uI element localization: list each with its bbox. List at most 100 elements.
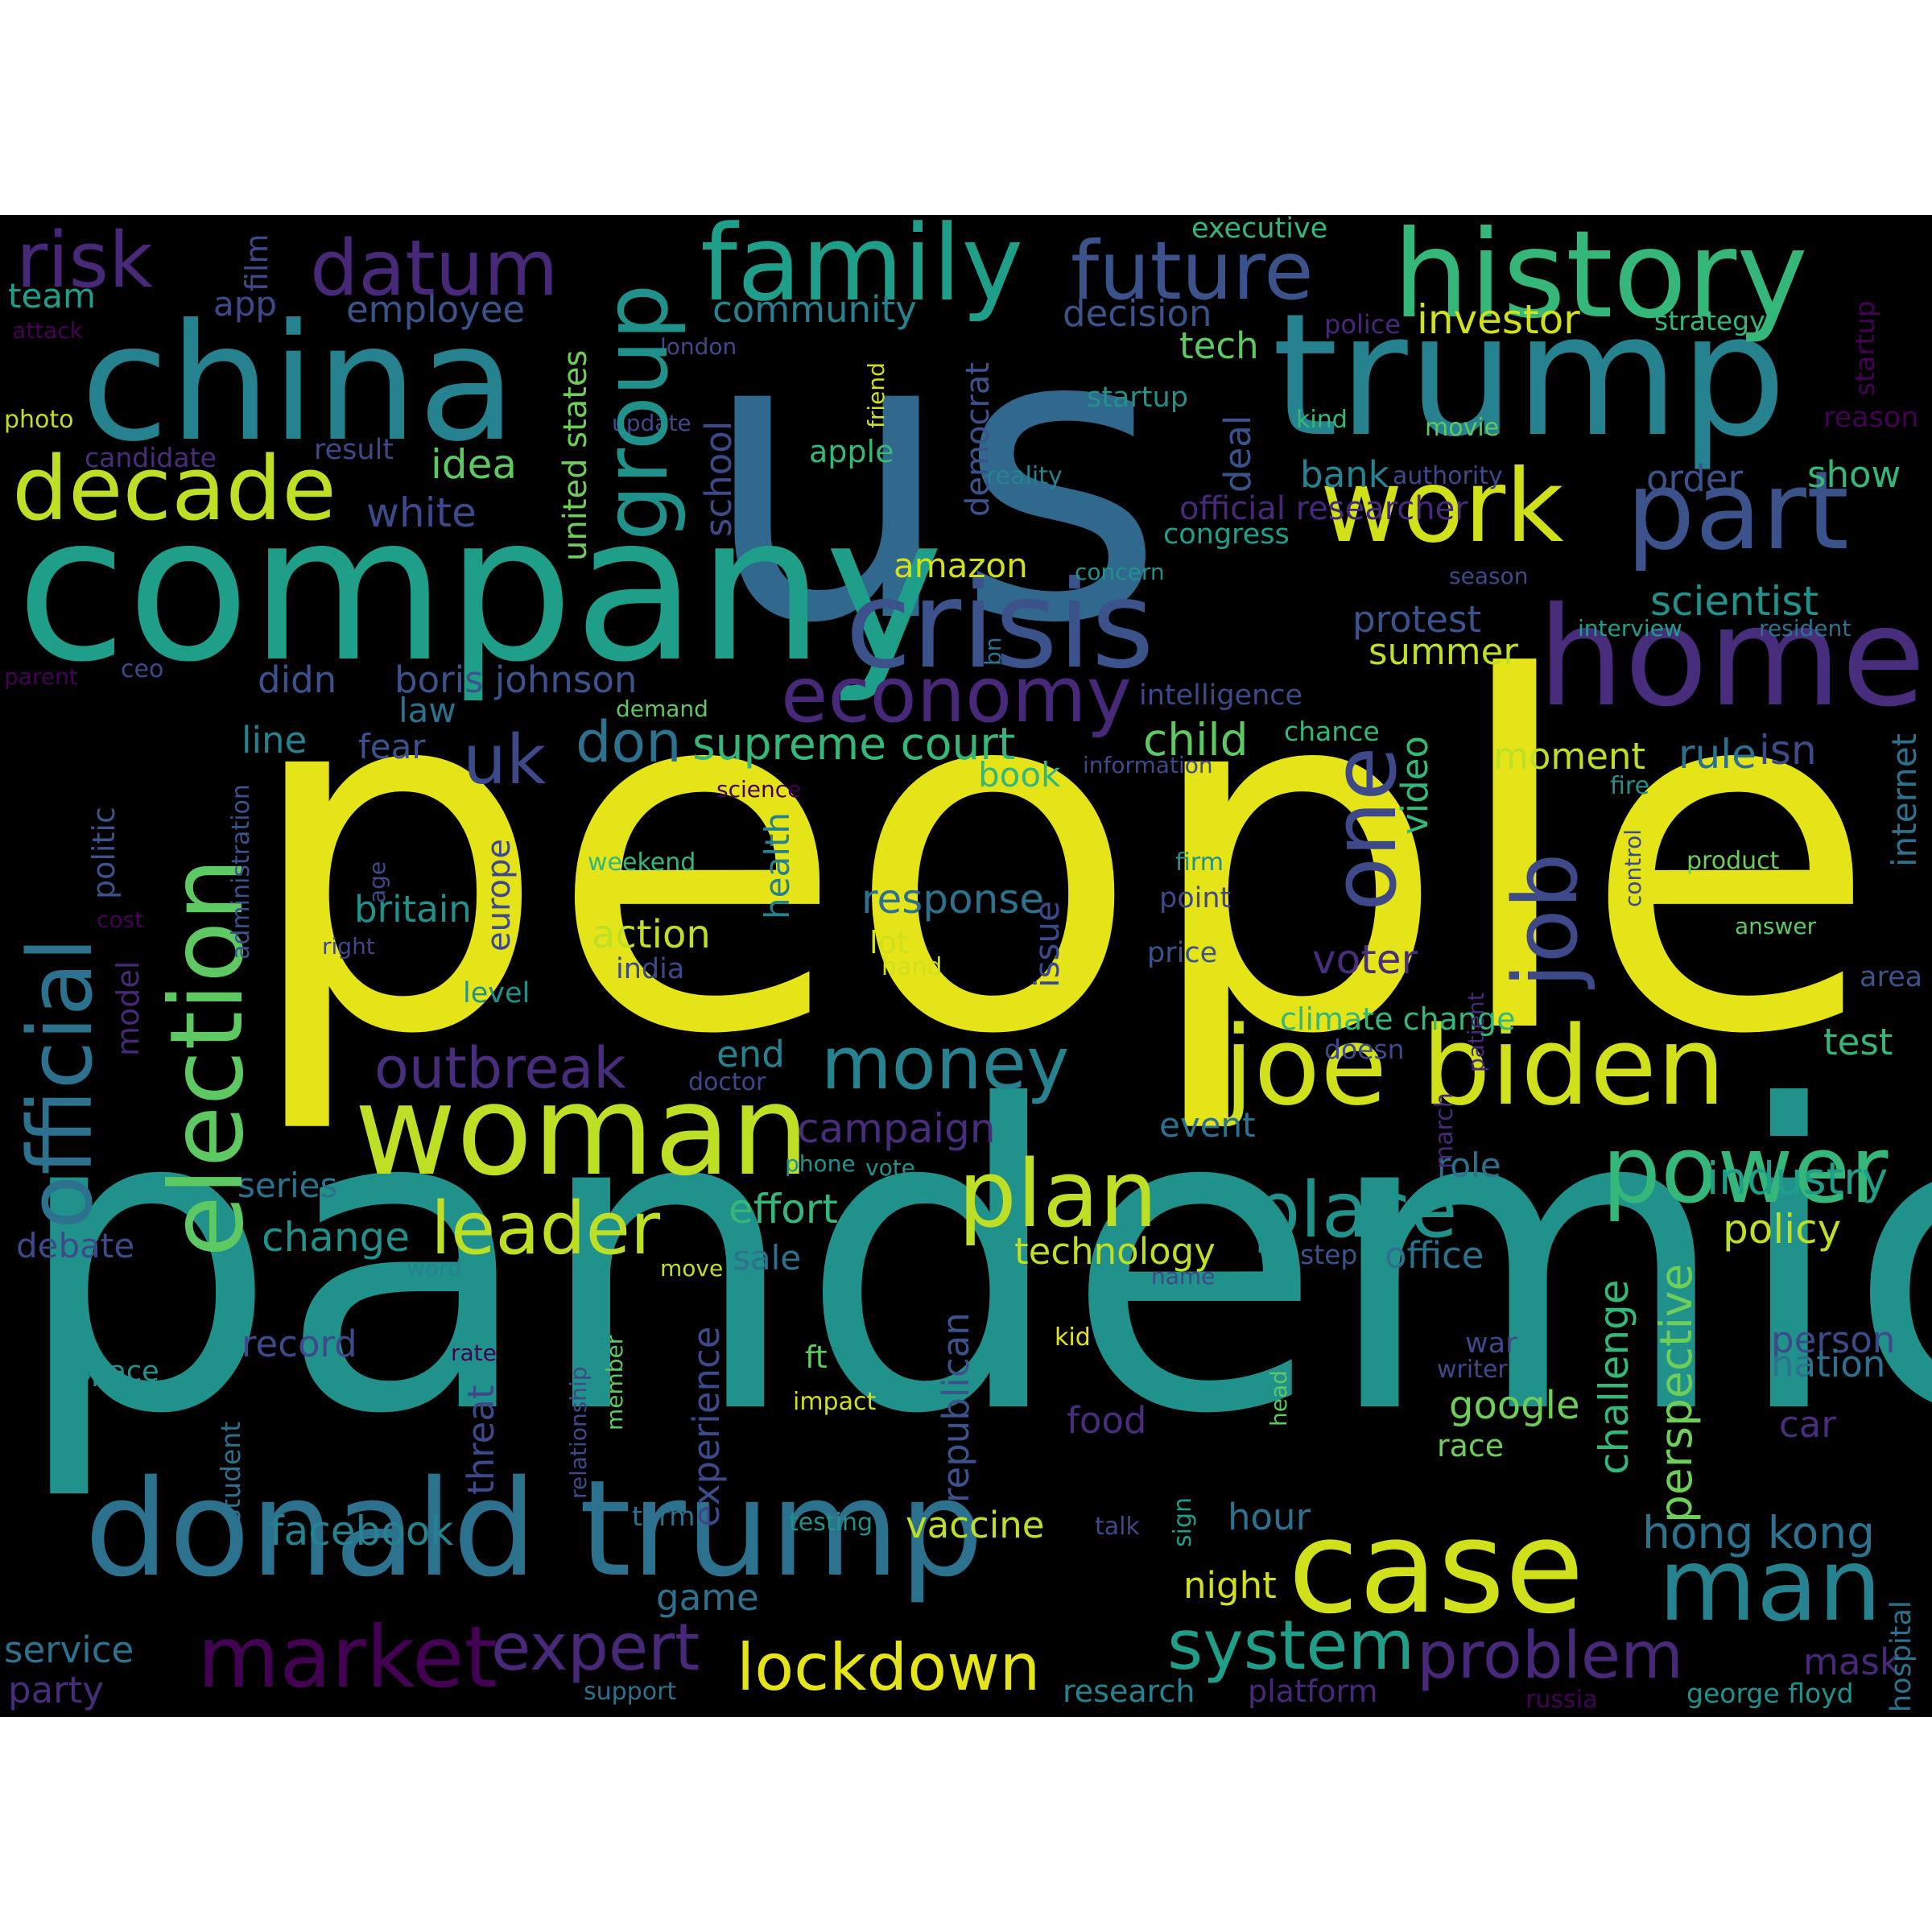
word-climate-change: hospital bbox=[1885, 1600, 1918, 1712]
word-campaign: campaign bbox=[797, 1105, 996, 1152]
word-threat: service bbox=[4, 1629, 134, 1671]
word-support: support bbox=[584, 1678, 677, 1706]
word-risk: risk bbox=[16, 217, 153, 305]
word-fire: fire bbox=[1610, 772, 1650, 800]
word-future: future bbox=[1071, 224, 1314, 318]
word-hospital: startup bbox=[1849, 300, 1880, 396]
word-place: place bbox=[1252, 1166, 1458, 1255]
word-lot: britain bbox=[354, 888, 472, 931]
word-child: child bbox=[1143, 714, 1249, 766]
word-car: hour bbox=[1228, 1496, 1311, 1538]
word-don: don bbox=[576, 709, 682, 775]
word-protest: protest bbox=[1352, 598, 1482, 641]
word-term: term bbox=[632, 1501, 696, 1532]
word-reality: reality bbox=[986, 462, 1063, 490]
word-step: step bbox=[1300, 1239, 1358, 1270]
word-kind: kind bbox=[1296, 406, 1348, 434]
word-record: food bbox=[1067, 1399, 1147, 1442]
word-economy: economy bbox=[781, 651, 1132, 740]
word-writer: writer bbox=[1437, 1356, 1508, 1384]
word-school: school bbox=[697, 420, 740, 537]
word-power: power bbox=[1602, 1117, 1889, 1224]
word-decision: decision bbox=[1063, 292, 1212, 335]
word-company: company bbox=[16, 472, 944, 706]
word-point: point bbox=[1159, 882, 1232, 914]
word-study: voter bbox=[1312, 936, 1418, 983]
word-interview: interview bbox=[1578, 615, 1682, 642]
word-season: season bbox=[1449, 563, 1529, 589]
word-community: community bbox=[712, 288, 917, 331]
word-model: level bbox=[463, 977, 530, 1009]
word-woman: woman bbox=[354, 1058, 810, 1203]
word-race: person bbox=[1771, 1319, 1896, 1361]
word-office: office bbox=[1385, 1234, 1484, 1277]
word-family: family bbox=[700, 215, 1024, 324]
word-google: race bbox=[1437, 1428, 1505, 1463]
word-product: product bbox=[1686, 847, 1780, 875]
word-doesn: doesn bbox=[1324, 1034, 1405, 1065]
word-head: head bbox=[1265, 1370, 1292, 1426]
word-official: official bbox=[9, 937, 112, 1229]
word-george-floyd: george floyd bbox=[1686, 1678, 1854, 1709]
word-chance: chance bbox=[1284, 716, 1380, 747]
word-team: app bbox=[213, 284, 278, 324]
word-effort: effort bbox=[729, 1186, 838, 1232]
word-intelligence: intelligence bbox=[1139, 679, 1303, 712]
word-control: control bbox=[1620, 828, 1646, 907]
word-order: show bbox=[1807, 453, 1901, 496]
word-facebook: facebook bbox=[270, 1508, 454, 1554]
word-demand: demand bbox=[616, 696, 708, 722]
word-war: war bbox=[1465, 1327, 1517, 1360]
word-problem: problem bbox=[1417, 1618, 1684, 1693]
word-policy: policy bbox=[1723, 1206, 1842, 1253]
word-britain: europe bbox=[481, 839, 518, 952]
word-money: money bbox=[821, 1022, 1070, 1106]
word-end: event bbox=[1159, 1105, 1256, 1145]
word-hand: hand bbox=[881, 953, 943, 981]
word-movie: movie bbox=[1425, 414, 1500, 442]
word-trump: trump bbox=[1272, 277, 1787, 474]
word-research: research bbox=[1063, 1674, 1195, 1709]
word-startup: startup bbox=[1087, 382, 1188, 414]
word-rule: rule bbox=[1678, 731, 1757, 778]
word-patient: patient bbox=[1463, 992, 1489, 1072]
word-pandemic: pandemic bbox=[12, 1018, 1932, 1505]
word-democrat: democrat bbox=[960, 361, 997, 517]
word-cost: cost bbox=[97, 906, 144, 933]
word-challenge: challenge bbox=[1591, 1279, 1637, 1475]
word-rate: rate bbox=[451, 1340, 497, 1366]
word-vaccine: vaccine bbox=[906, 1504, 1045, 1546]
word-india: india bbox=[616, 953, 685, 985]
word-kid: kid bbox=[1055, 1323, 1091, 1352]
word-platform: platform bbox=[1248, 1674, 1378, 1709]
word-firm: firm bbox=[1175, 848, 1224, 877]
word-level: climate change bbox=[1280, 1001, 1516, 1037]
word-man: man bbox=[1658, 1527, 1882, 1644]
word-fear: didn bbox=[258, 658, 337, 701]
word-candidate: candidate bbox=[85, 442, 217, 473]
word-bn: bn bbox=[980, 637, 1006, 666]
word-crisis: crisis bbox=[845, 555, 1154, 696]
word-book: line bbox=[242, 719, 308, 762]
word-update: update bbox=[612, 410, 691, 436]
word-home: home bbox=[1538, 578, 1926, 737]
word-move: move bbox=[660, 1255, 724, 1282]
word-line: fear bbox=[358, 727, 426, 766]
word-employee: employee bbox=[346, 288, 526, 331]
word-congress: congress bbox=[1163, 518, 1290, 551]
word-supreme-court: supreme court bbox=[692, 718, 1016, 770]
word-hour: game bbox=[656, 1576, 759, 1619]
word-law: test bbox=[1823, 1021, 1893, 1063]
word-uk: uk bbox=[463, 720, 547, 800]
word-mask: official researcher bbox=[1179, 490, 1468, 527]
word-system: system bbox=[1167, 1606, 1415, 1686]
word-science: science bbox=[716, 776, 802, 803]
word-debate: record bbox=[242, 1323, 357, 1365]
word-video: video bbox=[1393, 736, 1436, 835]
word-voter: action bbox=[592, 912, 711, 957]
word-experience: experience bbox=[685, 1326, 728, 1527]
word-republican: republican bbox=[935, 1312, 977, 1503]
word-name: name bbox=[1151, 1263, 1216, 1290]
word-moment: moment bbox=[1493, 735, 1646, 778]
word-game: night bbox=[1183, 1564, 1277, 1607]
